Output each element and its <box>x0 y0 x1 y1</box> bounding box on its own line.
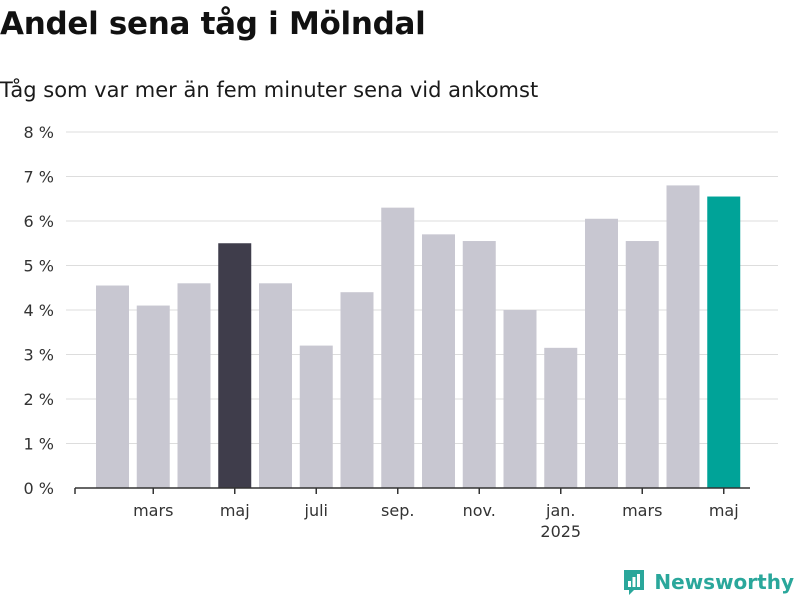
x-axis-ticks: mars maj juli sep. nov. jan. 2025 mars maj <box>133 488 739 541</box>
newsworthy-logo: Newsworthy <box>622 568 794 596</box>
brand-name: Newsworthy <box>654 570 794 594</box>
chart-title: Andel sena tåg i Mölndal <box>0 6 426 42</box>
bar-2024-06 <box>259 283 292 488</box>
y-tick-label: 3 % <box>24 346 54 365</box>
bar-2025-05 <box>707 196 741 488</box>
y-tick-label: 7 % <box>24 168 54 187</box>
y-tick-label: 2 % <box>24 390 54 409</box>
bar-2025-01 <box>544 347 578 488</box>
bar-2024-09 <box>381 207 415 488</box>
bar-2025-02 <box>585 218 618 488</box>
y-tick-label: 6 % <box>24 212 54 231</box>
x-tick-label: jan. <box>545 501 575 520</box>
y-axis-ticks: 0 % 1 % 2 % 3 % 4 % 5 % 6 % 7 % 8 % <box>24 123 54 498</box>
bar-2024-08 <box>340 292 374 488</box>
bar-2024-07 <box>299 345 333 488</box>
x-tick-label: mars <box>622 501 662 520</box>
y-tick-label: 8 % <box>24 123 54 142</box>
bar-2024-05 <box>218 243 252 488</box>
x-tick-label: maj <box>220 501 250 520</box>
x-tick-year-label: 2025 <box>540 522 581 541</box>
x-tick-label: sep. <box>381 501 414 520</box>
bar-2025-04 <box>666 185 700 488</box>
bar-2024-04 <box>177 283 211 488</box>
bars <box>96 185 741 488</box>
bar-2024-10 <box>422 234 455 488</box>
y-tick-label: 0 % <box>24 479 54 498</box>
bar-2024-12 <box>503 310 537 488</box>
chart-subtitle: Tåg som var mer än fem minuter sena vid … <box>0 78 539 102</box>
bar-2025-03 <box>625 241 659 488</box>
x-tick-label: nov. <box>463 501 496 520</box>
y-tick-label: 4 % <box>24 301 54 320</box>
bar-2024-03 <box>136 305 170 488</box>
bar-2024-11 <box>462 241 496 488</box>
x-tick-label: juli <box>304 501 328 520</box>
bar-2024-02 <box>96 285 129 488</box>
x-tick-label: mars <box>133 501 173 520</box>
y-tick-label: 1 % <box>24 435 54 454</box>
x-tick-label: maj <box>709 501 739 520</box>
bar-chart-flag-icon <box>624 570 645 595</box>
x-axis <box>74 487 750 494</box>
y-tick-label: 5 % <box>24 257 54 276</box>
